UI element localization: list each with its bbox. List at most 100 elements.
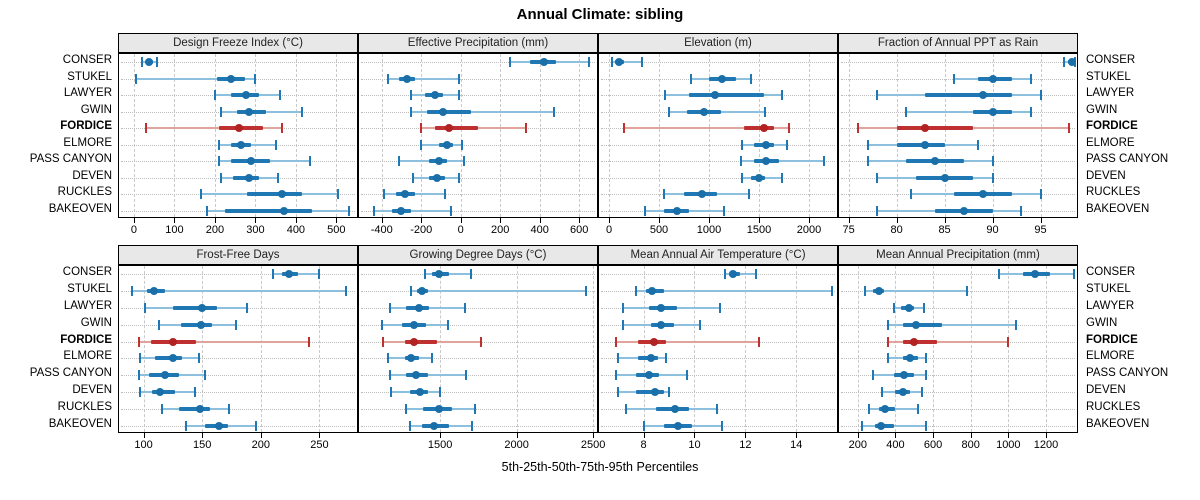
whisker-cap-5th [622, 319, 625, 330]
whisker-cap-95th [685, 370, 688, 381]
median-dot [930, 157, 939, 166]
axis-tick-label: 8 [640, 439, 647, 451]
median-dot [921, 140, 930, 149]
gridline [659, 54, 660, 217]
whisker-cap-5th [135, 73, 137, 84]
whisker-cap-5th [864, 286, 867, 297]
whisker-cap-5th [398, 156, 401, 167]
axis-tick [214, 218, 216, 223]
gridline [970, 266, 972, 432]
whisker-5th-95th [411, 290, 586, 293]
site-label-elmore: ELMORE [1086, 136, 1135, 149]
whisker-cap-5th [868, 403, 871, 414]
axis-tick-label: 400 [886, 439, 905, 451]
gridline [944, 54, 946, 217]
median-dot [414, 304, 423, 312]
gridline [214, 54, 216, 217]
site-label-gwin: GWIN [1086, 103, 1118, 116]
whisker-box-25th-75th [925, 93, 1012, 98]
whisker-cap-5th [1062, 57, 1065, 68]
whisker-5th-95th [887, 323, 1016, 326]
median-dot [647, 354, 656, 363]
axis-tick [440, 433, 442, 438]
whisker-cap-95th [156, 57, 159, 68]
whisker-cap-5th [876, 172, 879, 183]
whisker-5th-95th [389, 374, 467, 377]
whisker-cap-95th [716, 403, 719, 414]
whisker-cap-95th [194, 387, 197, 397]
whisker-cap-5th [886, 336, 889, 347]
whisker-cap-95th [922, 303, 925, 313]
whisker-cap-95th [228, 403, 231, 414]
axis-tick-label: 500 [327, 224, 346, 236]
axis-tick-label: 75 [842, 224, 855, 236]
site-label-deven: DEVEN [72, 169, 112, 182]
axis-tick-label: 1500 [427, 439, 453, 451]
whisker-cap-5th [997, 269, 1000, 280]
whisker-box-25th-75th [896, 142, 945, 147]
panel-strip-mean-annual-air-temperature-c: Mean Annual Air Temperature (°C) [598, 245, 838, 265]
gridline [694, 266, 696, 432]
whisker-cap-95th [750, 73, 752, 84]
whisker-box-25th-75th [427, 109, 471, 114]
whisker-box-25th-75th [689, 93, 764, 98]
whisker-cap-5th [905, 106, 908, 117]
whisker-cap-95th [748, 189, 750, 200]
median-dot [429, 421, 438, 430]
whisker-cap-95th [588, 57, 591, 68]
whisker-cap-5th [157, 319, 160, 330]
panel-strip-label: Frost-Free Days [196, 249, 280, 261]
whisker-cap-5th [217, 156, 220, 167]
row-guide-line [841, 308, 1075, 309]
whisker-cap-95th [641, 57, 643, 68]
whisker-cap-95th [457, 90, 460, 101]
whisker-cap-5th [892, 303, 895, 313]
axis-tick-label: 200 [251, 439, 271, 451]
axis-tick-label: 200 [205, 224, 225, 236]
axis-tick [759, 218, 760, 223]
gridline [539, 54, 541, 217]
gridline [460, 54, 462, 217]
axis-tick-label: -400 [370, 224, 393, 236]
median-dot [242, 91, 251, 100]
whisker-cap-95th [278, 90, 281, 101]
gridline [336, 54, 338, 217]
median-dot [906, 354, 915, 363]
whisker-cap-5th [614, 370, 617, 381]
axis-tick-label: 200 [491, 224, 510, 236]
axis-tick-label: 90 [986, 224, 999, 236]
median-dot [150, 287, 159, 296]
site-label-fordice: FORDICE [60, 120, 112, 133]
axis-tick [944, 218, 946, 223]
whisker-cap-95th [823, 156, 825, 167]
axis-tick [255, 218, 257, 223]
row-guide-line [601, 324, 835, 326]
panel-strip-mean-annual-precipitation-mm: Mean Annual Precipitation (mm) [838, 245, 1078, 265]
whisker-box-25th-75th [178, 406, 211, 411]
whisker-cap-5th [876, 205, 879, 216]
axis-tick-label: 400 [286, 224, 306, 236]
gridline [381, 54, 383, 217]
whisker-cap-95th [443, 189, 446, 200]
whisker-cap-5th [741, 139, 743, 150]
median-dot [168, 354, 177, 363]
whisker-cap-5th [866, 156, 869, 167]
whisker-box-25th-75th [902, 322, 943, 327]
whisker-5th-95th [615, 340, 760, 343]
median-dot [959, 206, 968, 215]
panel-mean-annual-air-temperature-c [598, 265, 838, 433]
gridline [421, 54, 423, 217]
row-guide-line [361, 392, 595, 393]
whisker-5th-95th [865, 290, 967, 293]
whisker-cap-95th [274, 139, 277, 150]
row-guide-line [841, 358, 1075, 360]
gridline [202, 266, 204, 432]
gridline [992, 54, 994, 217]
whisker-cap-5th [405, 403, 408, 414]
median-dot [237, 140, 246, 149]
panel-strip-elevation-m: Elevation (m) [598, 33, 838, 53]
whisker-cap-5th [372, 205, 375, 216]
axis-tick-label: 200 [848, 439, 867, 451]
site-label-stukel: STUKEL [67, 283, 112, 296]
axis-tick-label: 0 [457, 224, 464, 236]
